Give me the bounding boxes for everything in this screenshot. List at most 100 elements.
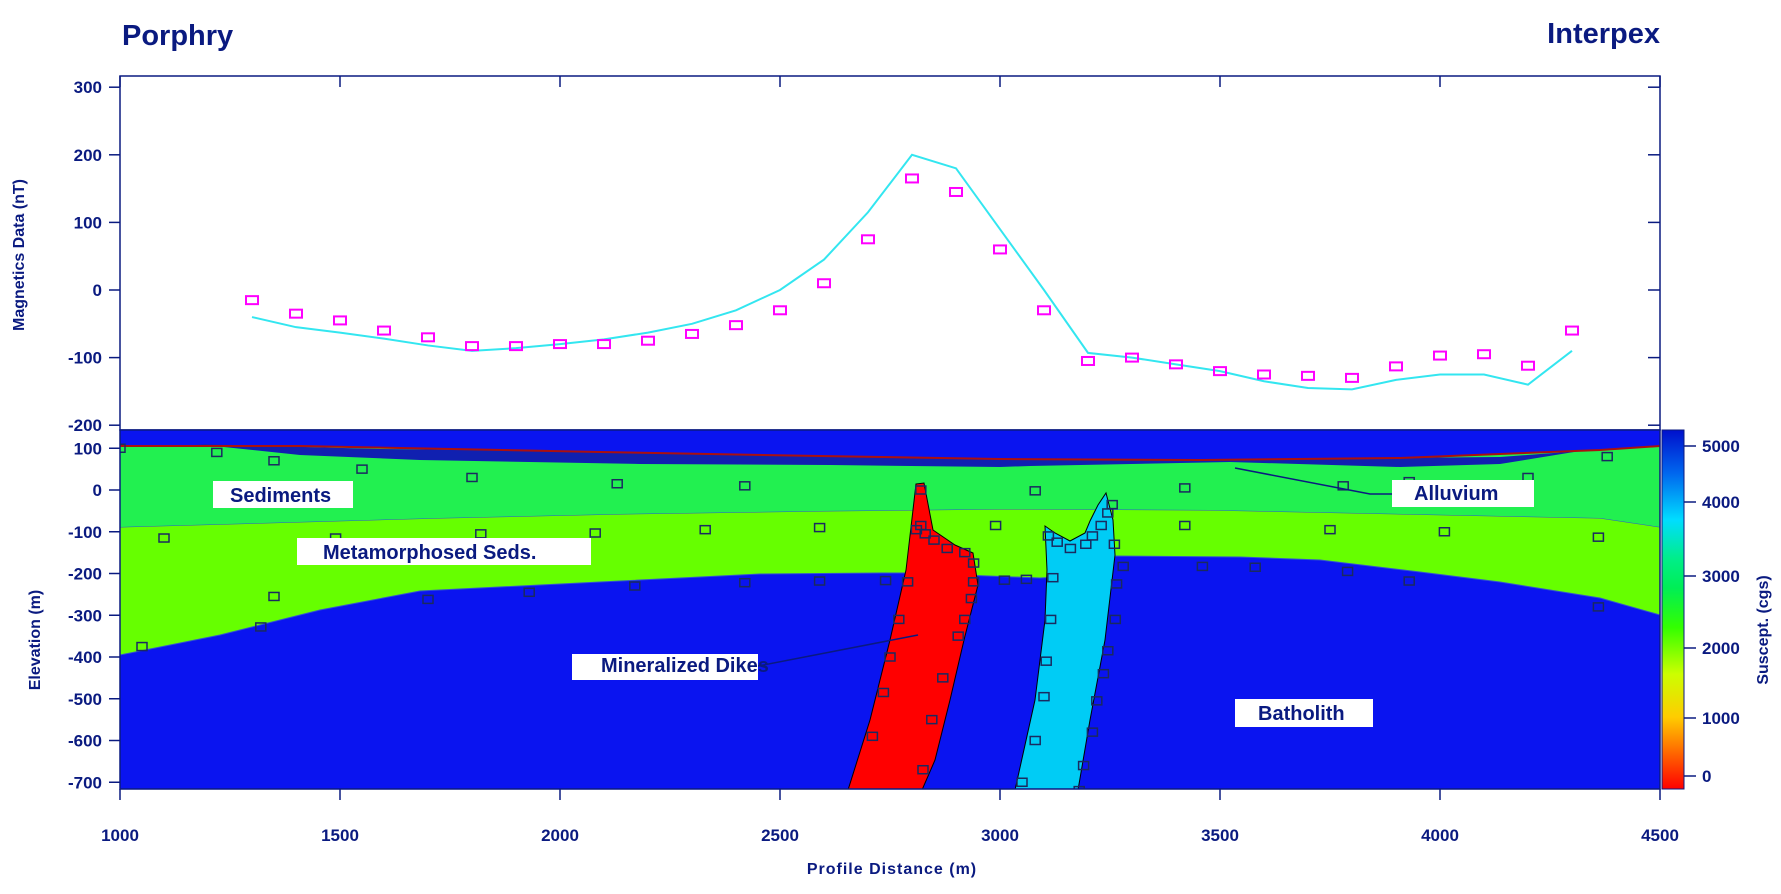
model-vertex [1016, 777, 1028, 787]
model-vertex [1117, 561, 1129, 572]
model-vertex [523, 587, 535, 598]
observed-point [333, 315, 347, 326]
model-vertex [1095, 520, 1107, 531]
colorbar-tick-label: 2000 [1702, 639, 1740, 658]
label-metamorphosed-seds: Metamorphosed Seds. [297, 538, 591, 565]
mag-y-tick-label: 0 [93, 281, 102, 300]
model-vertex [959, 547, 971, 558]
svg-text:Batholith: Batholith [1258, 703, 1345, 725]
model-vertex [1108, 539, 1121, 550]
observed-point [509, 341, 523, 352]
model-vertex [211, 447, 223, 458]
model-vertex [1592, 602, 1605, 612]
model-vertex [1029, 735, 1041, 746]
observed-point [861, 234, 875, 245]
model-vertex [1051, 537, 1063, 547]
model-vertex [919, 529, 931, 539]
observed-point [421, 332, 435, 343]
surface-line [120, 445, 1660, 462]
model-vertex [611, 478, 623, 489]
x-tick-label: 3500 [1201, 826, 1239, 845]
model-vertex [941, 543, 953, 554]
model-vertex [1438, 527, 1451, 537]
model-vertex [928, 535, 940, 545]
observed-point [817, 278, 831, 289]
model-vertex [1047, 572, 1059, 583]
model-vertex [1020, 574, 1033, 585]
model-vertex [1042, 531, 1055, 541]
model-vertex [1110, 579, 1123, 589]
model-vertex [866, 731, 879, 742]
model-vertex [1086, 727, 1099, 737]
model-vertex [699, 524, 711, 535]
model-vertex [1601, 451, 1613, 462]
model-vertex [901, 577, 914, 587]
observed-point [641, 335, 655, 346]
observed-point [1125, 352, 1139, 363]
model-vertex [1106, 499, 1118, 510]
observed-point [1169, 359, 1183, 370]
model-vertex [1091, 696, 1103, 706]
model-vertex [893, 614, 905, 625]
label-sediments: Sediments [213, 481, 353, 508]
model-vertex [268, 456, 280, 466]
model-vertex [998, 575, 1011, 585]
x-tick-label: 4000 [1421, 826, 1459, 845]
model-vertex [1341, 566, 1354, 577]
label-batholith: Batholith [1235, 699, 1373, 727]
model-vertex [1592, 532, 1605, 542]
colorbar-tick-label: 5000 [1702, 437, 1740, 456]
model-y-tick-label: -700 [68, 773, 102, 792]
observed-point [1477, 349, 1491, 360]
title-left: Porphry [122, 20, 233, 52]
observed-point [905, 173, 919, 184]
model-vertex [965, 593, 978, 604]
mag-y-tick-label: 300 [74, 78, 102, 97]
x-tick-label: 1000 [101, 826, 139, 845]
colorbar-tick-label: 3000 [1702, 567, 1740, 586]
model-vertex [1064, 543, 1077, 554]
mag-y-tick-label: -100 [68, 349, 102, 368]
model-y-label: Elevation (m) [27, 590, 44, 690]
sediments-layer [120, 446, 1660, 527]
model-vertex [1073, 785, 1085, 789]
model-vertex [1029, 486, 1041, 496]
model-vertex [466, 472, 478, 483]
colorbar-gradient [1661, 429, 1685, 790]
x-ticks: 1000 1500 2000 2500 3000 3500 4000 4500 [101, 76, 1679, 845]
intrusive-dike [1014, 491, 1116, 789]
mineralized-dikes-leader [757, 634, 919, 667]
magnetics-y-label: Magnetics Data (nT) [11, 179, 28, 331]
model-y-tick-label: -100 [68, 523, 102, 542]
model-vertex [1109, 614, 1122, 625]
observed-point [1081, 355, 1095, 366]
observed-magnetics-points [245, 173, 1579, 383]
model-vertex [813, 522, 826, 533]
model-vertex [1040, 656, 1052, 666]
x-tick-label: 2000 [541, 826, 579, 845]
model-y-tick-label: -300 [68, 606, 102, 625]
model-vertex [1196, 561, 1209, 572]
x-tick-label: 4500 [1641, 826, 1679, 845]
model-y-ticks: 100 0 -100 -200 -300 -400 -500 -600 -700 [68, 439, 120, 792]
model-plot-frame [119, 429, 1661, 790]
observed-point [685, 328, 699, 339]
model-vertex [1038, 691, 1050, 702]
alluvium-leader [1234, 467, 1392, 495]
model-y-tick-label: 0 [93, 481, 102, 500]
colorbar-ticks: 5000 4000 3000 2000 1000 0 [1684, 437, 1740, 786]
observed-point [1257, 369, 1271, 380]
model-vertex [356, 464, 368, 474]
label-alluvium: Alluvium [1392, 480, 1534, 507]
x-tick-label: 1500 [321, 826, 359, 845]
model-y-tick-label: -200 [68, 565, 102, 584]
mag-y-tick-label: 200 [74, 146, 102, 165]
observed-point [949, 186, 963, 197]
model-x-label: Profile Distance (m) [807, 861, 977, 878]
model-vertex [120, 443, 126, 453]
alluvium-layer [195, 444, 1580, 467]
model-vertex [915, 485, 927, 495]
model-vertex [268, 591, 280, 602]
model-vertex [1179, 483, 1191, 493]
model-vertex [1324, 524, 1336, 535]
